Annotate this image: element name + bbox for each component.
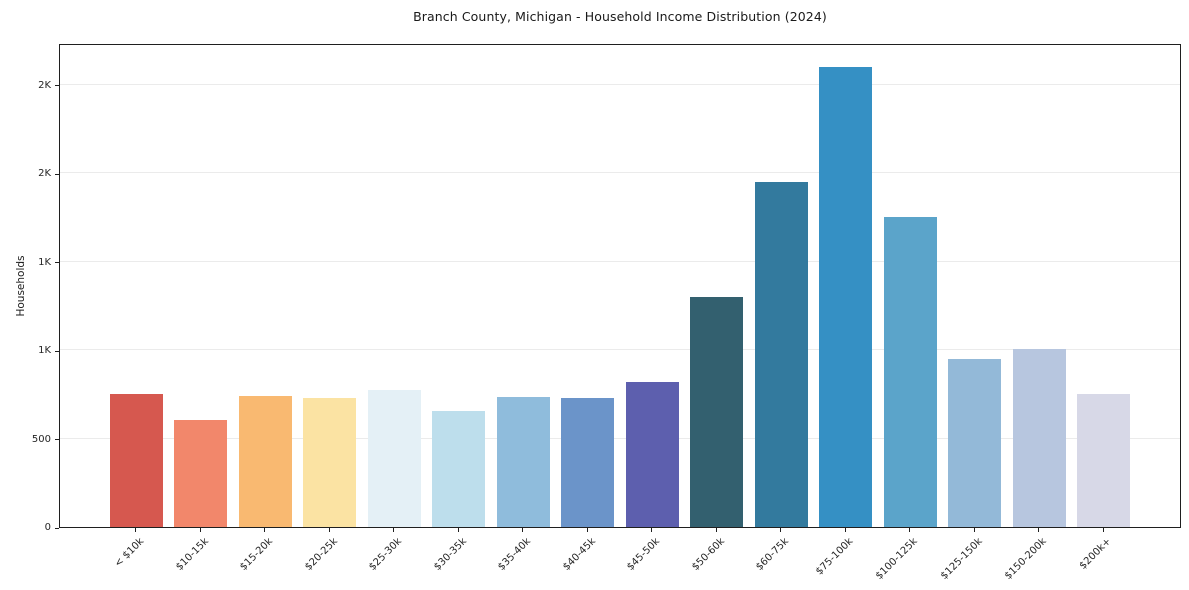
gridline bbox=[60, 83, 1180, 85]
x-tick-label-$30-35k: $30-35k bbox=[431, 536, 469, 573]
x-tick-mark bbox=[1038, 528, 1040, 532]
x-tick-mark bbox=[457, 528, 459, 532]
y-tick-mark bbox=[55, 173, 59, 175]
x-tick-label-< $10k: < $10k bbox=[112, 536, 147, 570]
x-tick-mark bbox=[393, 528, 395, 532]
gridline bbox=[60, 172, 1180, 174]
chart-title: Branch County, Michigan - Household Inco… bbox=[413, 9, 827, 24]
y-tick-mark bbox=[55, 85, 59, 87]
bar-$35-40k bbox=[496, 396, 550, 527]
y-tick-label: 500 bbox=[31, 433, 51, 445]
x-tick-label-$100-125k: $100-125k bbox=[874, 536, 921, 582]
x-tick-mark bbox=[135, 528, 137, 532]
bar-$40-45k bbox=[561, 397, 615, 527]
bar-$100-125k bbox=[883, 217, 937, 527]
x-tick-label-$10-15k: $10-15k bbox=[173, 536, 211, 573]
bar-$10-15k bbox=[174, 419, 228, 527]
bar-$45-50k bbox=[625, 381, 679, 527]
x-tick-mark bbox=[199, 528, 201, 532]
y-tick-mark bbox=[55, 439, 59, 441]
bar-$25-30k bbox=[367, 389, 421, 527]
bar-$50-60k bbox=[690, 296, 744, 527]
bar-$60-75k bbox=[754, 181, 808, 527]
y-tick-mark bbox=[55, 350, 59, 352]
y-tick-label: 2K bbox=[38, 168, 51, 180]
x-tick-label-$150-200k: $150-200k bbox=[1003, 536, 1050, 582]
x-tick-label-$60-75k: $60-75k bbox=[754, 536, 792, 573]
x-tick-label-$25-30k: $25-30k bbox=[367, 536, 405, 573]
bar-< $10k bbox=[109, 394, 163, 527]
x-tick-mark bbox=[844, 528, 846, 532]
x-tick-label-$75-100k: $75-100k bbox=[814, 536, 856, 578]
x-tick-label-$50-60k: $50-60k bbox=[689, 536, 727, 573]
bar-$20-25k bbox=[303, 397, 357, 527]
x-tick-mark bbox=[522, 528, 524, 532]
bar-$200k+ bbox=[1077, 394, 1131, 527]
x-tick-label-$125-150k: $125-150k bbox=[938, 536, 985, 582]
y-tick-mark bbox=[55, 527, 59, 529]
y-tick-label: 1K bbox=[38, 345, 51, 357]
x-tick-label-$45-50k: $45-50k bbox=[625, 536, 663, 573]
x-tick-label-$15-20k: $15-20k bbox=[238, 536, 276, 573]
x-tick-mark bbox=[651, 528, 653, 532]
x-tick-mark bbox=[1102, 528, 1104, 532]
x-tick-label-$200k+: $200k+ bbox=[1077, 536, 1114, 572]
x-tick-mark bbox=[328, 528, 330, 532]
x-tick-mark bbox=[264, 528, 266, 532]
gridline bbox=[60, 437, 1180, 439]
x-tick-label-$35-40k: $35-40k bbox=[496, 536, 534, 573]
y-tick-mark bbox=[55, 262, 59, 264]
bar-$30-35k bbox=[432, 411, 486, 527]
y-tick-label: 2K bbox=[38, 79, 51, 91]
plot-area bbox=[59, 44, 1181, 528]
gridline bbox=[60, 349, 1180, 351]
gridline bbox=[60, 260, 1180, 262]
x-tick-label-$20-25k: $20-25k bbox=[302, 536, 340, 573]
x-tick-mark bbox=[780, 528, 782, 532]
x-tick-mark bbox=[909, 528, 911, 532]
x-tick-mark bbox=[973, 528, 975, 532]
bar-$15-20k bbox=[238, 396, 292, 527]
x-tick-label-$40-45k: $40-45k bbox=[560, 536, 598, 573]
bar-$75-100k bbox=[819, 66, 873, 527]
x-tick-mark bbox=[715, 528, 717, 532]
y-tick-label: 1K bbox=[38, 256, 51, 268]
x-tick-mark bbox=[586, 528, 588, 532]
bar-$125-150k bbox=[948, 358, 1002, 527]
bar-$150-200k bbox=[1012, 349, 1066, 527]
y-tick-label: 0 bbox=[44, 522, 51, 533]
